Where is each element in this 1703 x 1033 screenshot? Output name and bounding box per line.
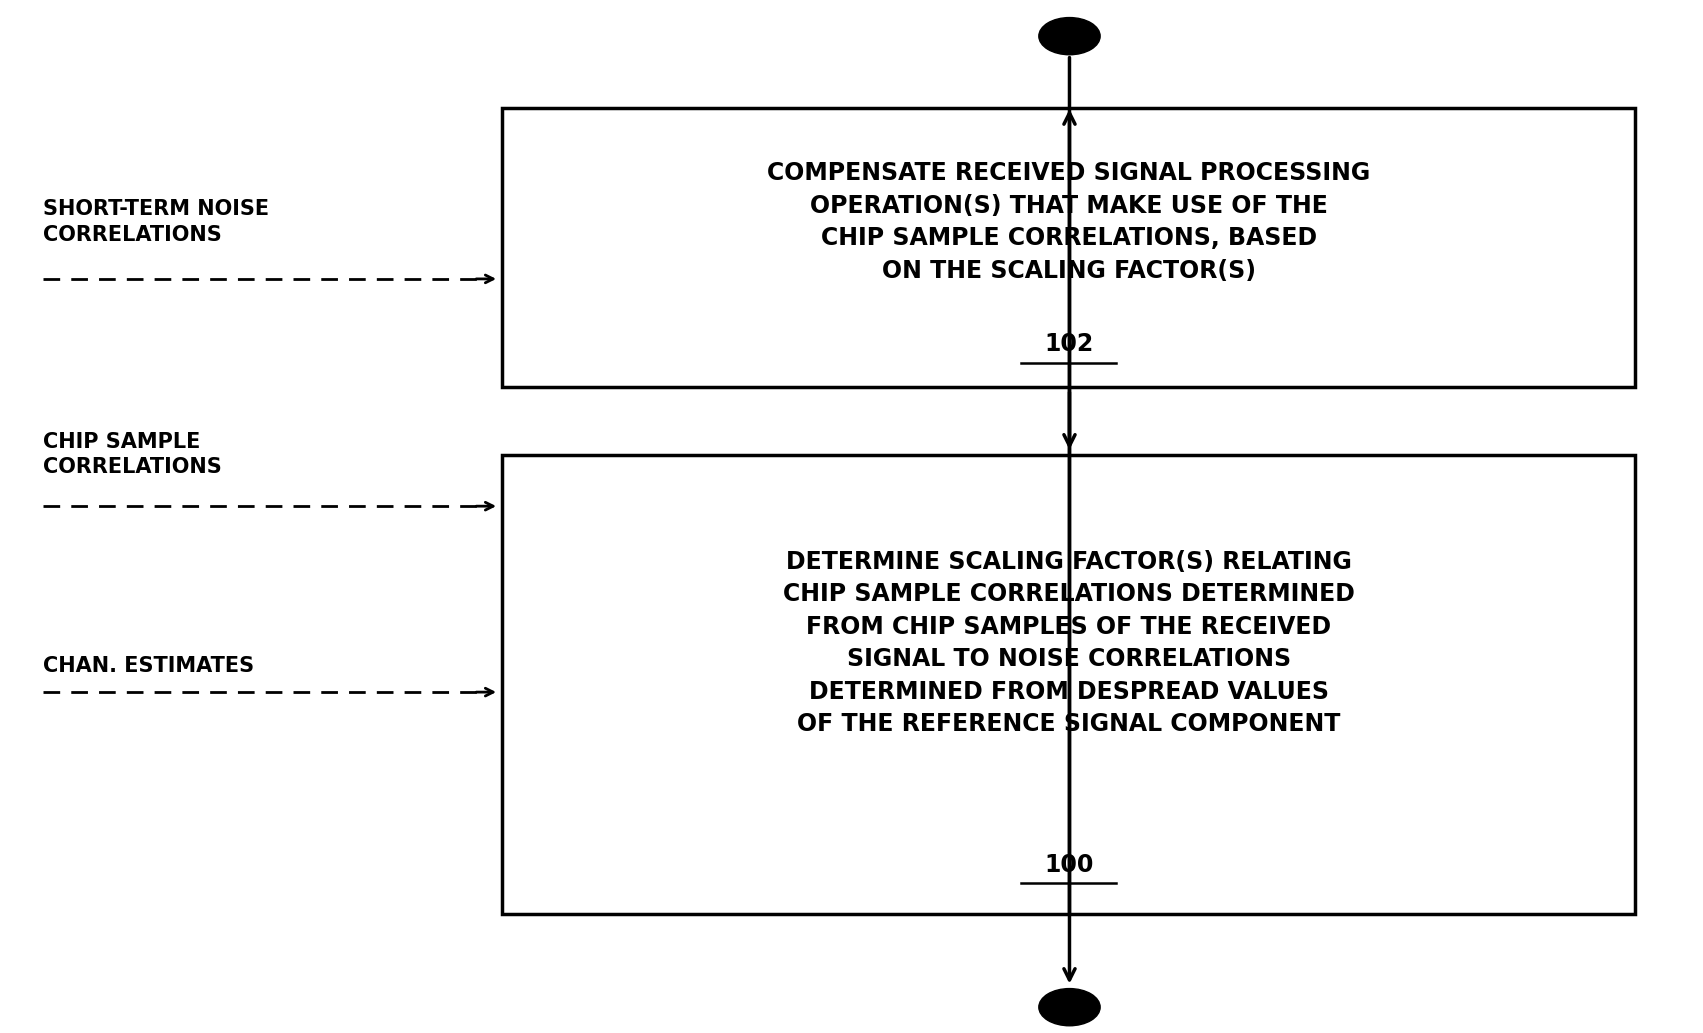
Text: SHORT-TERM NOISE
CORRELATIONS: SHORT-TERM NOISE CORRELATIONS	[43, 199, 269, 245]
Text: 102: 102	[1044, 332, 1093, 356]
Text: CHIP SAMPLE
CORRELATIONS: CHIP SAMPLE CORRELATIONS	[43, 432, 221, 477]
Circle shape	[1039, 18, 1100, 55]
Text: DETERMINE SCALING FACTOR(S) RELATING
CHIP SAMPLE CORRELATIONS DETERMINED
FROM CH: DETERMINE SCALING FACTOR(S) RELATING CHI…	[783, 550, 1354, 737]
Bar	[502, 108, 1635, 387]
Bar	[502, 455, 1635, 914]
Circle shape	[1039, 989, 1100, 1026]
Text: 100: 100	[1044, 852, 1093, 877]
Text: CHAN. ESTIMATES: CHAN. ESTIMATES	[43, 656, 254, 677]
Text: COMPENSATE RECEIVED SIGNAL PROCESSING
OPERATION(S) THAT MAKE USE OF THE
CHIP SAM: COMPENSATE RECEIVED SIGNAL PROCESSING OP…	[766, 161, 1371, 283]
